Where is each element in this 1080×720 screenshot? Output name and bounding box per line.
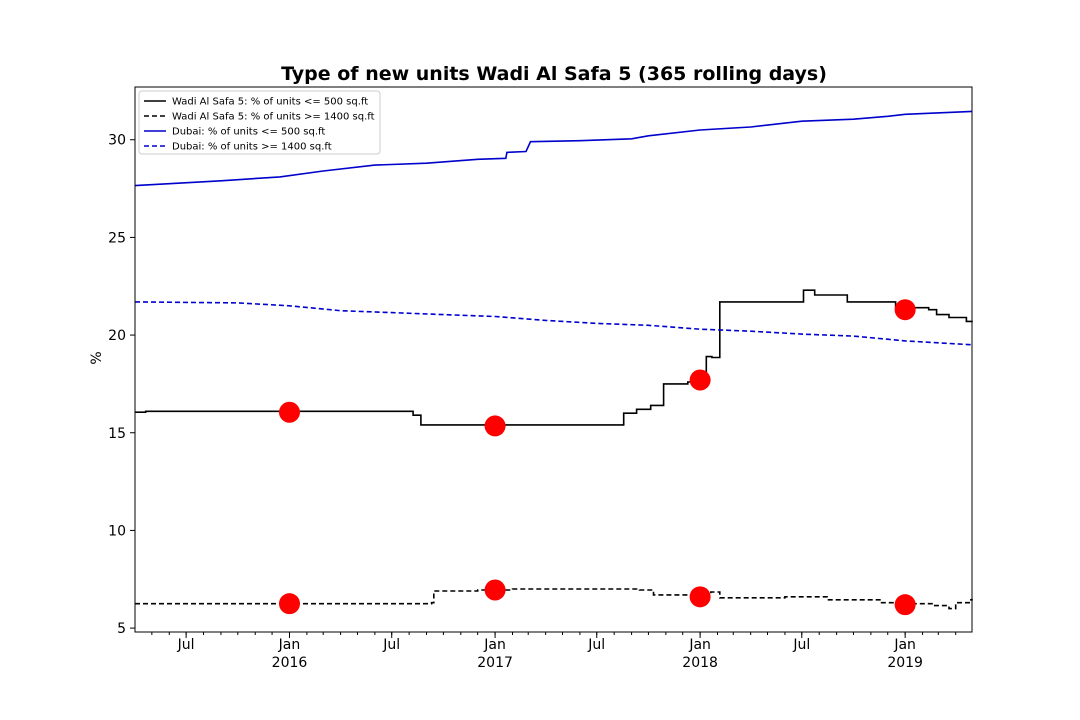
plot-frame bbox=[134, 86, 973, 633]
red-marker bbox=[689, 586, 711, 608]
x-tick-label: Jan bbox=[483, 637, 506, 653]
red-marker bbox=[894, 299, 916, 321]
x-tick-year-label: 2018 bbox=[682, 655, 718, 671]
series-line-4 bbox=[134, 301, 973, 346]
legend-label: Wadi Al Safa 5: % of units >= 1400 sq.ft bbox=[172, 112, 375, 123]
red-marker bbox=[894, 594, 916, 616]
series-line-1 bbox=[135, 289, 973, 426]
y-tick-label: 30 bbox=[108, 133, 126, 149]
x-tick-year-label: 2019 bbox=[887, 655, 923, 671]
red-marker bbox=[484, 415, 506, 437]
series-line-2 bbox=[135, 588, 973, 610]
x-tick-label: Jan bbox=[893, 637, 916, 653]
y-tick-label: 15 bbox=[108, 426, 126, 442]
red-marker bbox=[689, 369, 711, 391]
y-tick-label: 25 bbox=[108, 230, 126, 246]
y-tick-label: 20 bbox=[108, 328, 126, 344]
x-tick-label: Jul bbox=[382, 637, 400, 653]
x-tick-year-label: 2016 bbox=[272, 655, 308, 671]
legend-label: Wadi Al Safa 5: % of units <= 500 sq.ft bbox=[172, 97, 368, 108]
x-tick-label: Jan bbox=[688, 637, 711, 653]
legend-label: Dubai: % of units >= 1400 sq.ft bbox=[172, 142, 332, 153]
legend-box bbox=[138, 90, 381, 155]
y-tick-label: 10 bbox=[108, 523, 126, 539]
red-marker bbox=[484, 579, 506, 601]
x-tick-label: Jul bbox=[177, 637, 195, 653]
red-marker bbox=[278, 401, 300, 423]
x-tick-label: Jan bbox=[278, 637, 301, 653]
chart-title: Type of new units Wadi Al Safa 5 (365 ro… bbox=[281, 63, 827, 85]
series-line-3 bbox=[134, 110, 973, 187]
legend-label: Dubai: % of units <= 500 sq.ft bbox=[172, 127, 325, 138]
red-marker bbox=[278, 593, 300, 615]
plot-area: 5 10 15 20 25 30 Jul Jan 2016 Jul Jan 2017 Jul Jan 201… bbox=[108, 110, 973, 671]
x-tick-label: Jul bbox=[587, 637, 605, 653]
legend: Wadi Al Safa 5: % of units <= 500 sq.ft W… bbox=[138, 90, 381, 155]
y-axis-label: % bbox=[89, 351, 105, 364]
x-tick-label: Jul bbox=[792, 637, 810, 653]
y-tick-label: 5 bbox=[117, 621, 126, 637]
x-tick-year-label: 2017 bbox=[477, 655, 513, 671]
